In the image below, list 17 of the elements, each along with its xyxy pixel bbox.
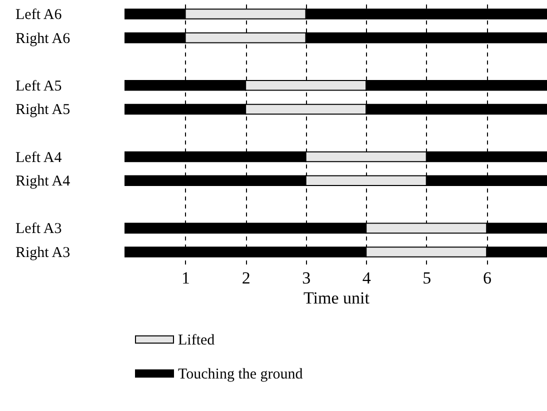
x-tick-label: 4	[362, 268, 372, 288]
y-tick-label: Right A3	[16, 244, 70, 261]
y-tick-label: Right A5	[16, 102, 70, 118]
y-tick-label: Right A6	[16, 30, 71, 47]
x-tick-label: 6	[482, 268, 492, 288]
x-tick-label: 2	[242, 268, 250, 288]
x-tick-label: 1	[182, 268, 190, 288]
x-tick-label: 3	[302, 268, 311, 288]
y-tick-label: Left A5	[16, 78, 62, 94]
legend-label: Touching the ground	[178, 366, 304, 382]
x-axis-title: Time unit	[304, 288, 370, 308]
y-tick-label: Right A4	[16, 174, 71, 190]
x-tick-label: 5	[422, 268, 432, 288]
y-tick-label: Left A6	[16, 7, 62, 24]
legend-label: Lifted	[178, 332, 216, 348]
y-tick-label: Left A3	[16, 221, 62, 238]
y-tick-label: Left A4	[16, 150, 62, 166]
